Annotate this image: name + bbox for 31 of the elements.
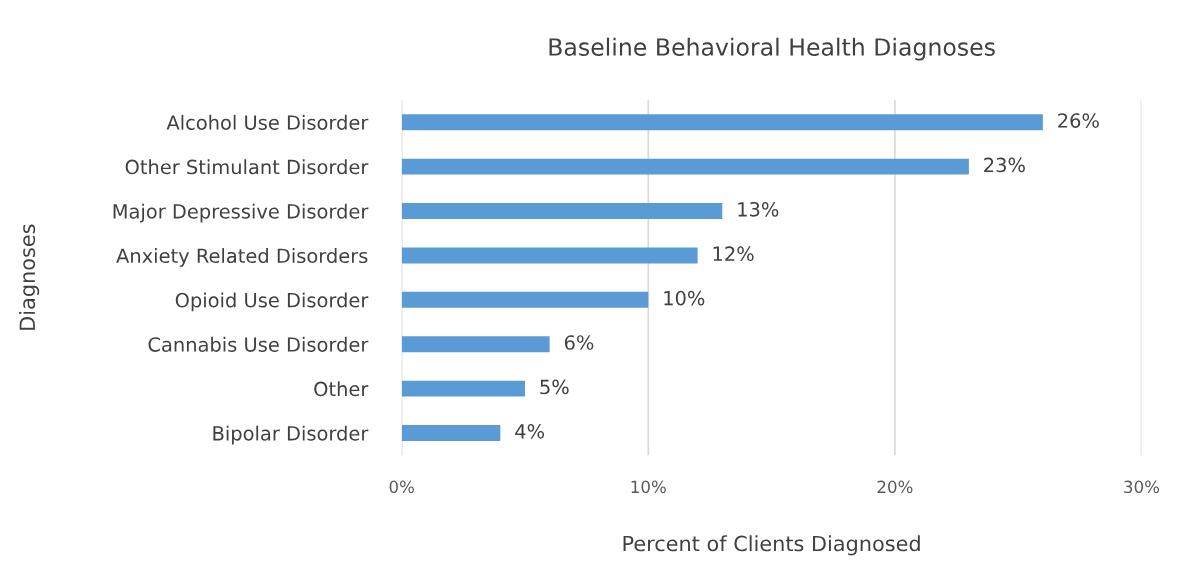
data-label: 4% xyxy=(515,423,544,439)
data-label: 13% xyxy=(738,201,779,217)
bar xyxy=(401,291,649,308)
x-tick-label: 0% xyxy=(389,480,414,494)
data-label: 26% xyxy=(1058,113,1099,128)
y-tick-label: Opioid Use Disorder xyxy=(175,292,369,312)
y-tick-label: Alcohol Use Disorder xyxy=(166,114,369,130)
bar xyxy=(401,425,501,442)
bar xyxy=(401,203,723,220)
data-label: 23% xyxy=(984,157,1025,173)
bar xyxy=(401,158,969,175)
y-tick-label: Other Stimulant Disorder xyxy=(125,159,369,175)
x-axis-title: Percent of Clients Diagnosed xyxy=(623,535,920,556)
data-label: 5% xyxy=(540,379,569,395)
y-tick-label: Other xyxy=(314,381,369,397)
data-label: 12% xyxy=(713,246,754,262)
bar xyxy=(401,380,525,397)
x-tick-label: 30% xyxy=(1124,480,1160,494)
data-label: 10% xyxy=(664,290,705,306)
y-tick-label: Bipolar Disorder xyxy=(213,425,369,445)
x-tick-label: 20% xyxy=(877,480,913,494)
y-tick-label: Cannabis Use Disorder xyxy=(148,336,369,352)
x-tick-label: 10% xyxy=(631,480,666,494)
data-label: 6% xyxy=(564,335,594,350)
bar xyxy=(401,247,698,264)
bar xyxy=(401,336,550,353)
y-axis-title: Diagnoses xyxy=(19,224,40,330)
bar xyxy=(401,114,1043,131)
y-tick-label: Anxiety Related Disorders xyxy=(116,248,368,267)
chart-title: Baseline Behavioral Health Diagnoses xyxy=(549,37,995,61)
y-tick-label: Major Depressive Disorder xyxy=(113,203,369,223)
